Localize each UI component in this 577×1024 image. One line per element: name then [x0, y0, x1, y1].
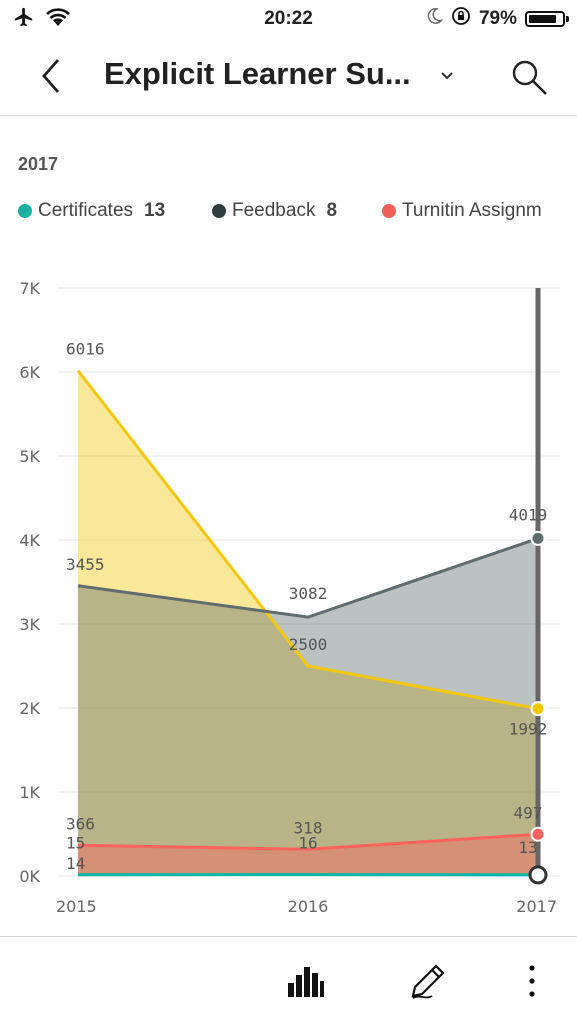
legend-dot [212, 204, 226, 218]
data-label: 318 [294, 818, 323, 837]
chart-legend: Certificates 13 Feedback 8 Turnitin Assign… [18, 200, 577, 228]
data-label: 3082 [289, 584, 328, 603]
more-icon [529, 965, 535, 997]
data-label: 14 [66, 854, 85, 873]
bar-chart-icon [288, 967, 324, 997]
data-label: 497 [514, 803, 543, 822]
y-tick-label: 0K [19, 867, 40, 886]
data-label: 16 [298, 834, 317, 853]
legend-item-feedback[interactable]: Feedback 8 [212, 200, 337, 222]
data-label: 4019 [509, 505, 548, 524]
data-label: 13 [518, 838, 537, 857]
annotate-button[interactable] [408, 961, 448, 1006]
data-point [530, 530, 546, 546]
series-line [77, 832, 539, 851]
title-dropdown-button[interactable] [440, 68, 454, 86]
x-tick-label: 2015 [56, 897, 97, 916]
legend-count: 8 [326, 200, 338, 221]
battery-icon [525, 11, 569, 27]
y-tick-label: 4K [19, 531, 40, 550]
area-fill [78, 538, 538, 876]
legend-item-turnitin[interactable]: Turnitin Assignm [382, 200, 542, 222]
pencil-icon [411, 964, 445, 999]
back-button[interactable] [34, 56, 68, 96]
area-fill [78, 834, 538, 876]
data-label: 1992 [509, 720, 548, 739]
y-tick-label: 2K [19, 699, 40, 718]
series-line [77, 536, 539, 619]
x-tick-label: 2016 [288, 897, 329, 916]
moon-icon [425, 6, 444, 32]
legend-dot [382, 204, 396, 218]
legend-count: 13 [144, 200, 166, 221]
data-label: 366 [66, 814, 95, 833]
battery-percent: 79% [478, 8, 517, 29]
app-header: Explicit Learner Su... [0, 38, 577, 116]
legend-dot [18, 204, 32, 218]
filter-label: 2017 [18, 154, 59, 174]
area-chart[interactable]: 0K 1K 2K 3K 4K 5K 6K 7K 2015 2016 2017 6016 2500 1992… [0, 270, 577, 930]
chevron-down-icon [441, 72, 453, 80]
visual-type-button[interactable] [286, 961, 326, 1006]
data-label: 2500 [289, 635, 328, 654]
more-options-button[interactable] [522, 961, 542, 1006]
bottom-toolbar [0, 936, 577, 1024]
series-line [76, 369, 539, 711]
page-title[interactable]: Explicit Learner Su... [104, 56, 411, 91]
y-tick-label: 7K [19, 279, 40, 298]
y-tick-label: 5K [19, 447, 40, 466]
x-tick-label: 2017 [516, 897, 557, 916]
status-bar: 20:22 79% [0, 0, 577, 38]
status-left [12, 6, 70, 34]
status-right: 79% [425, 6, 569, 32]
back-icon [42, 59, 60, 93]
area-fill [78, 370, 538, 876]
y-tick-label: 3K [19, 615, 40, 634]
legend-label: Feedback [232, 200, 316, 221]
status-time: 20:22 [264, 8, 313, 29]
legend-label: Certificates [38, 200, 134, 221]
search-button[interactable] [508, 56, 552, 100]
wifi-icon [46, 7, 70, 33]
legend-item-certificates[interactable]: Certificates 13 [18, 200, 165, 222]
search-icon [512, 60, 547, 95]
data-label: 6016 [66, 340, 105, 359]
data-point [530, 826, 546, 842]
data-point [528, 865, 548, 885]
y-tick-label: 6K [19, 363, 40, 382]
airplane-icon [12, 6, 36, 34]
orientation-lock-icon [451, 6, 471, 32]
data-point [530, 701, 546, 717]
data-label: 3455 [66, 555, 105, 574]
y-tick-label: 1K [19, 783, 40, 802]
data-label: 15 [66, 834, 85, 853]
legend-label: Turnitin Assignm [402, 200, 542, 221]
